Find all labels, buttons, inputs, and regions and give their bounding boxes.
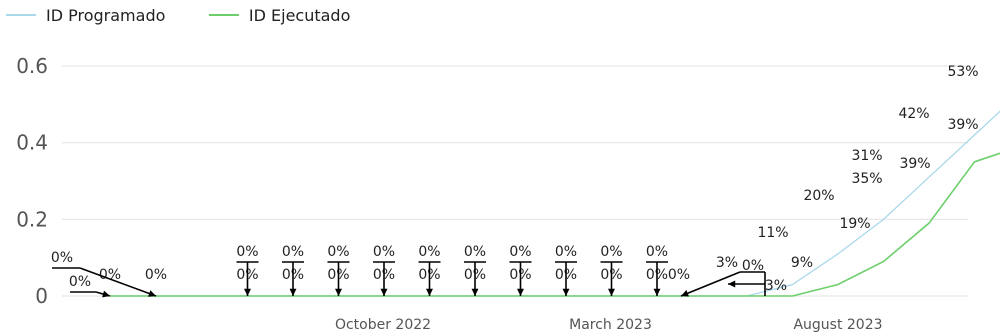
annotation-arrow-12 [680, 271, 741, 297]
annotation-arrowhead-7 [471, 288, 479, 296]
annotation-arrowhead-10 [608, 288, 615, 296]
data-label-programado: 0% [373, 244, 395, 260]
y-tick-label: 0.4 [16, 131, 48, 155]
annotation-arrowhead-4 [335, 288, 342, 296]
data-label-ejecutado: 39% [947, 117, 978, 133]
data-label-programado: 0% [418, 244, 440, 260]
annotation-arrowhead-9 [562, 288, 570, 296]
data-label-ejecutado: 3% [765, 278, 787, 294]
y-tick-label: 0.6 [16, 54, 48, 78]
data-label-programado: 31% [851, 148, 882, 164]
data-label-ejecutado: 19% [839, 216, 870, 232]
data-label-programado: 0% [600, 244, 622, 260]
data-label-ejecutado: 0% [742, 258, 764, 274]
x-tick-label: March 2023 [569, 317, 652, 333]
data-label-programado: 0% [646, 244, 668, 260]
annotation-arrowhead-2 [244, 288, 251, 296]
legend: ID Programado ID Ejecutado [6, 6, 350, 25]
annotation-arrowhead-6 [426, 288, 433, 296]
annotation-arrowhead-5 [380, 288, 388, 296]
x-tick-label: October 2022 [335, 317, 431, 333]
data-label-programado: 0% [327, 244, 349, 260]
y-axis-ticks: 0 0.2 0.4 0.6 [16, 54, 48, 308]
y-tick-label: 0.2 [16, 207, 48, 231]
data-label-programado: 42% [898, 106, 929, 122]
x-axis-ticks: October 2022 March 2023 August 2023 [335, 317, 883, 333]
data-label-programado: 0% [236, 244, 258, 260]
series-line-1 [110, 152, 1000, 297]
annotation-arrowhead-1 [102, 290, 110, 298]
data-label-programado: 0% [509, 244, 531, 260]
data-label-programado: 0% [282, 244, 304, 260]
data-labels: 0%0% 0% 0%0%0%0%0%0%0%0%0%0%0%0%0%0%0%0%0%… [51, 64, 979, 294]
data-label-programado: 0% [464, 244, 486, 260]
annotation-arrowhead-12 [681, 290, 689, 297]
data-label-programado: 0% [555, 244, 577, 260]
legend-label-1: ID Ejecutado [249, 6, 350, 25]
data-label-programado: 0% [668, 267, 690, 283]
annotation-arrowhead-13 [728, 280, 736, 288]
annotation-arrows [52, 261, 766, 298]
data-label-ejecutado: 35% [851, 171, 882, 187]
data-label-programado: 20% [803, 188, 834, 204]
x-tick-label: August 2023 [793, 317, 882, 333]
data-label-programado: 0% [99, 267, 121, 283]
y-tick-label: 0 [35, 284, 48, 308]
data-label-ejecutado: 0% [69, 274, 91, 290]
data-label-programado: 3% [716, 255, 738, 271]
annotation-arrowhead-0 [148, 290, 156, 297]
data-label-ejecutado: 9% [791, 255, 813, 271]
annotation-arrowhead-11 [653, 288, 661, 296]
series-line-0 [110, 110, 1000, 297]
data-label-programado: 11% [757, 225, 788, 241]
annotation-arrowhead-8 [517, 288, 524, 296]
annotation-arrow-0 [79, 267, 157, 297]
annotation-arrowhead-3 [289, 288, 297, 296]
legend-label-0: ID Programado [46, 6, 165, 25]
data-label-programado: 0% [51, 250, 73, 266]
data-label-programado: 53% [947, 64, 978, 80]
data-label-ejecutado: 0% [145, 267, 167, 283]
series-lines [109, 110, 1000, 297]
data-label-ejecutado: 39% [899, 156, 930, 172]
